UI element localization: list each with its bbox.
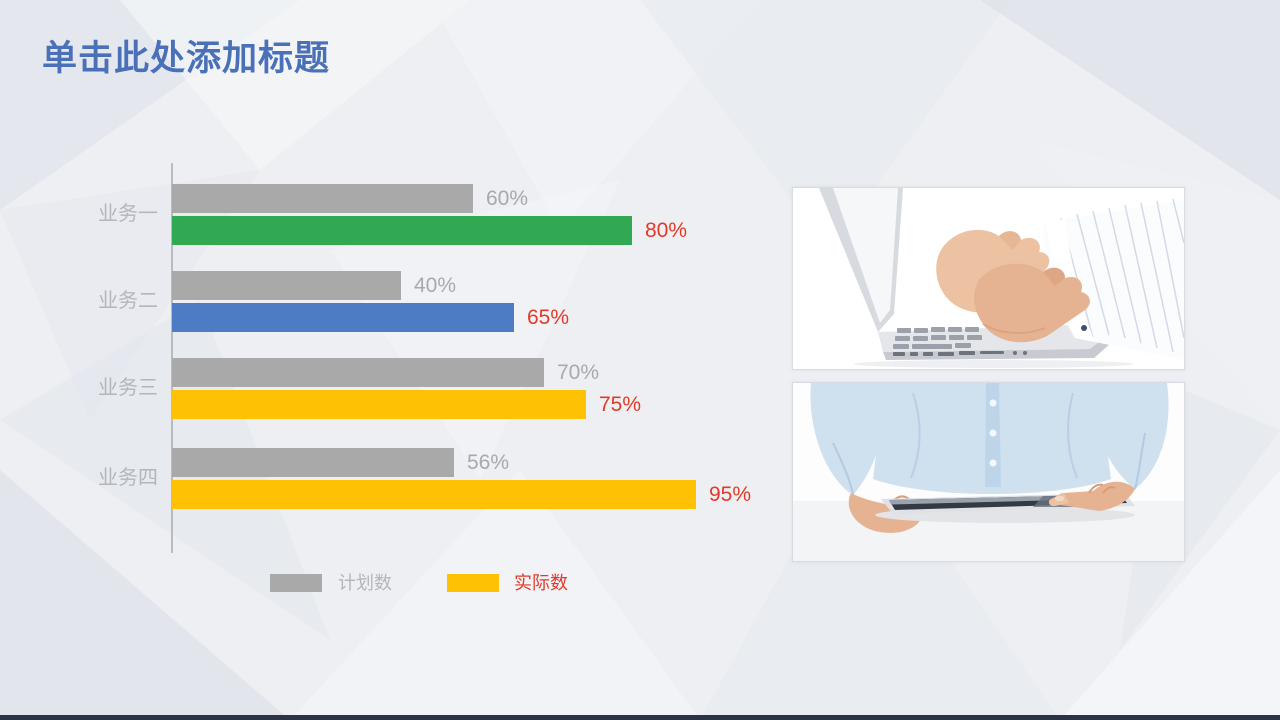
value-label-planned: 40% [414,274,457,297]
bar-planned [172,184,473,213]
slide-title: 单击此处添加标题 [42,39,331,78]
value-label-planned: 60% [486,187,529,210]
value-label-actual: 75% [599,393,642,416]
category-label: 业务三 [98,377,158,399]
bar-planned [172,271,401,300]
value-label-actual: 80% [645,219,688,242]
laptop-typing-illustration [793,188,1184,369]
laptop-typing-photo [792,187,1185,370]
value-label-actual: 95% [709,483,752,506]
tablet-touch-illustration [793,383,1184,561]
bar-actual [172,480,696,509]
legend-swatch-planned [270,574,322,592]
legend-label-planned: 计划数 [338,573,392,593]
bar-actual [172,303,514,332]
category-label: 业务一 [98,203,158,225]
category-label: 业务二 [98,290,158,312]
value-label-actual: 65% [527,306,570,329]
category-label: 业务四 [98,467,158,489]
footer-accent-bar [0,715,1280,720]
legend-swatch-actual [447,574,499,592]
bar-planned [172,448,454,477]
value-label-planned: 56% [467,451,510,474]
bar-actual [172,216,632,245]
bar-actual [172,390,586,419]
legend-label-actual: 实际数 [514,573,568,593]
bar-planned [172,358,544,387]
value-label-planned: 70% [557,361,600,384]
tablet-touch-photo [792,382,1185,562]
